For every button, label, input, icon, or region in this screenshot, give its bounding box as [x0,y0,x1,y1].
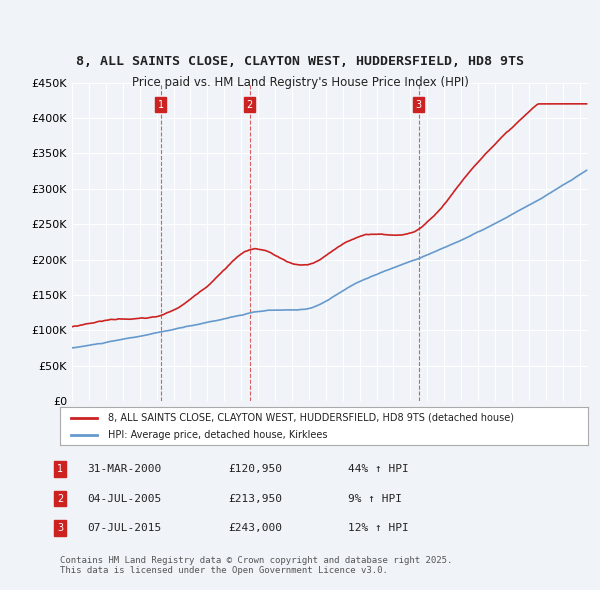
Text: 1: 1 [57,464,63,474]
Text: 2: 2 [57,494,63,503]
Text: 3: 3 [416,100,422,110]
Text: 3: 3 [57,523,63,533]
Text: 8, ALL SAINTS CLOSE, CLAYTON WEST, HUDDERSFIELD, HD8 9TS (detached house): 8, ALL SAINTS CLOSE, CLAYTON WEST, HUDDE… [107,413,514,423]
Text: 31-MAR-2000: 31-MAR-2000 [87,464,161,474]
Text: £243,000: £243,000 [228,523,282,533]
Text: £213,950: £213,950 [228,494,282,503]
Text: 8, ALL SAINTS CLOSE, CLAYTON WEST, HUDDERSFIELD, HD8 9TS: 8, ALL SAINTS CLOSE, CLAYTON WEST, HUDDE… [76,55,524,68]
Text: Contains HM Land Registry data © Crown copyright and database right 2025.
This d: Contains HM Land Registry data © Crown c… [60,556,452,575]
Text: Price paid vs. HM Land Registry's House Price Index (HPI): Price paid vs. HM Land Registry's House … [131,76,469,88]
Text: HPI: Average price, detached house, Kirklees: HPI: Average price, detached house, Kirk… [107,430,327,440]
Text: 12% ↑ HPI: 12% ↑ HPI [348,523,409,533]
Text: 44% ↑ HPI: 44% ↑ HPI [348,464,409,474]
Text: 1: 1 [158,100,164,110]
Text: 2: 2 [247,100,253,110]
Text: 04-JUL-2005: 04-JUL-2005 [87,494,161,503]
Text: £120,950: £120,950 [228,464,282,474]
Text: 9% ↑ HPI: 9% ↑ HPI [348,494,402,503]
Text: 07-JUL-2015: 07-JUL-2015 [87,523,161,533]
